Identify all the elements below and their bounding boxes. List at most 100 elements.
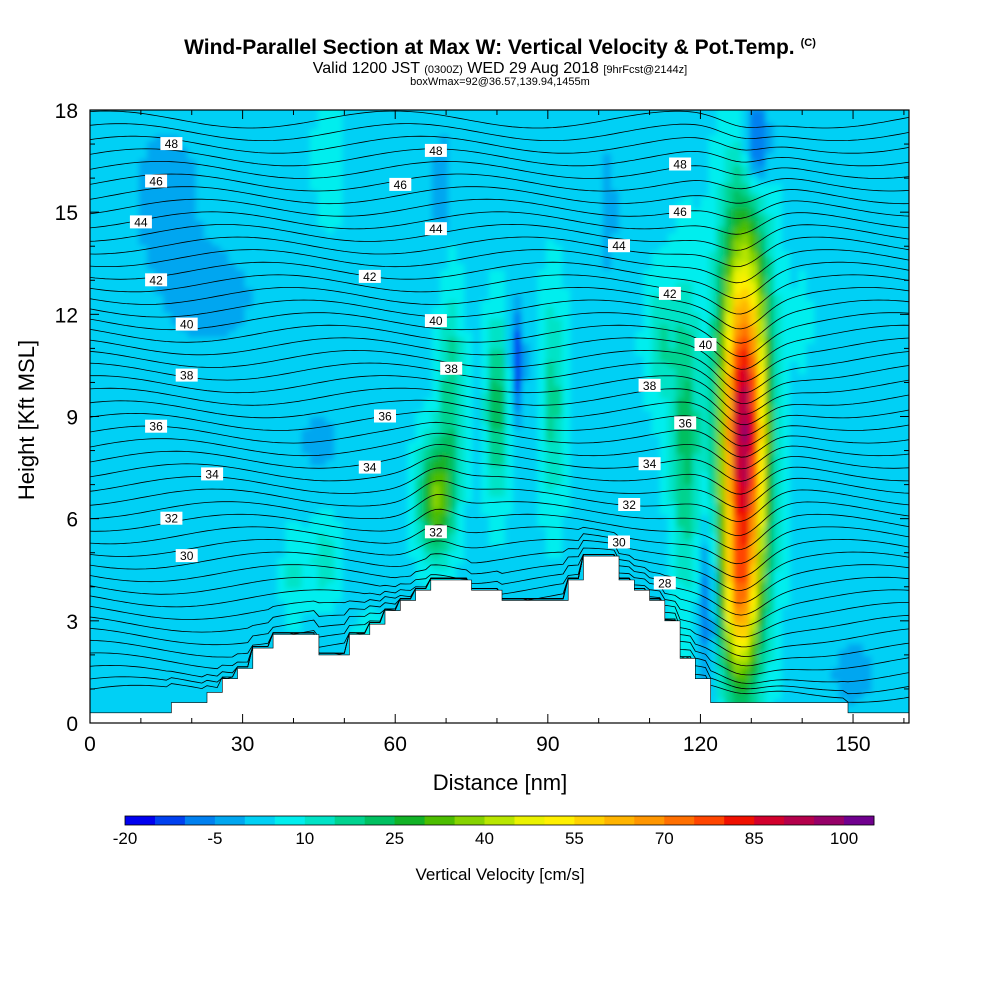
x-tick-label: 30 xyxy=(231,733,254,756)
isentrope-label-text: 34 xyxy=(643,457,657,471)
y-tick-label: 0 xyxy=(66,713,78,736)
isentrope-line xyxy=(90,455,909,495)
isentrope-label-text: 30 xyxy=(612,536,626,550)
isentrope-label: 28 xyxy=(653,576,676,590)
colorbar-swatch xyxy=(244,816,276,825)
colorbar-swatch xyxy=(664,816,695,825)
isentrope-label-text: 46 xyxy=(673,205,687,219)
isentrope-line xyxy=(90,421,909,458)
isentrope-label: 42 xyxy=(658,286,681,301)
isentrope-line xyxy=(90,110,909,129)
isentrope-line xyxy=(90,493,909,537)
isentrope-label-text: 44 xyxy=(612,239,626,253)
isentrope-label: 32 xyxy=(160,511,183,526)
colorbar-tick-label: -5 xyxy=(207,829,222,848)
y-tick-label: 12 xyxy=(55,304,78,327)
isentrope-line xyxy=(90,480,909,522)
isentrope-label-text: 28 xyxy=(658,576,672,590)
colorbar-swatch xyxy=(184,816,216,825)
isentrope-label: 44 xyxy=(424,222,447,236)
isentrope-label: 48 xyxy=(424,143,447,158)
isentrope-label: 38 xyxy=(638,378,661,393)
copyright-mark: (C) xyxy=(800,37,816,49)
isentrope-line xyxy=(90,349,909,394)
colorbar-swatch xyxy=(814,816,845,825)
isentrope-line xyxy=(90,148,909,167)
isentrope-label: 46 xyxy=(145,174,168,189)
colorbar-swatch xyxy=(844,816,875,825)
isentrope-label-text: 36 xyxy=(378,410,392,424)
y-tick-label: 6 xyxy=(66,509,78,532)
colorbar-swatch xyxy=(274,816,306,825)
isentrope-label-text: 40 xyxy=(429,314,443,328)
colorbar-swatch xyxy=(424,816,455,825)
isentrope-label: 40 xyxy=(424,314,447,328)
isentrope-label: 36 xyxy=(145,419,168,434)
colorbar-swatch xyxy=(394,816,425,825)
isentrope-label: 32 xyxy=(424,525,447,539)
isentrope-line xyxy=(90,443,909,482)
isentrope-label: 48 xyxy=(669,157,692,172)
isentrope-label-text: 46 xyxy=(149,175,163,189)
colorbar-swatch xyxy=(214,816,246,825)
isentrope-line xyxy=(90,223,909,251)
isentrope-label-text: 40 xyxy=(699,338,713,352)
isentrope-line xyxy=(90,387,909,426)
isentrope-label: 40 xyxy=(694,338,717,352)
colorbar-swatch xyxy=(484,816,515,825)
colorbar-swatch xyxy=(514,816,545,825)
isentrope-label-text: 48 xyxy=(165,137,179,151)
terrain xyxy=(90,555,909,723)
valid-time: Valid 1200 JST xyxy=(312,60,420,77)
isentrope-line xyxy=(90,299,909,344)
isentrope-label: 36 xyxy=(374,409,396,424)
isentrope-line xyxy=(90,508,909,551)
y-tick-label: 15 xyxy=(55,202,78,225)
isentrope-label-text: 42 xyxy=(363,270,377,284)
isentrope-line xyxy=(90,236,909,268)
isentrope-line xyxy=(90,432,909,470)
x-tick-label: 0 xyxy=(84,733,96,756)
forecast-info: [9hrFcst@2144z] xyxy=(603,64,688,76)
colorbar-swatch xyxy=(155,816,186,825)
isentrope-line xyxy=(90,211,909,235)
isentrope-label-text: 42 xyxy=(663,287,677,301)
isentrope-line xyxy=(90,135,909,154)
isentrope-label: 36 xyxy=(674,416,697,430)
isentrope-label-text: 34 xyxy=(363,461,377,475)
isentrope-label-text: 32 xyxy=(429,525,443,539)
isentrope-line xyxy=(90,533,909,578)
isentrope-label: 34 xyxy=(201,467,224,481)
colorbar-title: Vertical Velocity [cm/s] xyxy=(415,865,584,884)
isentrope-label: 42 xyxy=(145,273,168,287)
isentrope-line xyxy=(90,539,909,591)
isentrope-line xyxy=(90,123,909,141)
isentrope-label-text: 32 xyxy=(165,512,179,526)
colorbar-swatch xyxy=(694,816,725,825)
colorbar-tick-label: 55 xyxy=(565,829,584,848)
isentrope-line xyxy=(90,312,909,358)
colorbar-tick-label: 85 xyxy=(745,829,764,848)
x-tick-label: 120 xyxy=(683,733,718,756)
colorbar-swatch xyxy=(784,816,815,825)
isentrope-line xyxy=(90,337,909,382)
colorbar-tick-label: 70 xyxy=(655,829,674,848)
isentrope-line xyxy=(90,173,909,192)
isentrope-label: 44 xyxy=(608,239,630,253)
colorbar-swatch xyxy=(754,816,785,825)
isentrope-label-text: 38 xyxy=(643,379,657,393)
isentrope-line xyxy=(90,186,909,205)
isentrope-label-text: 46 xyxy=(394,178,408,192)
isentrope-label-text: 44 xyxy=(134,215,148,229)
isentrope-label-text: 48 xyxy=(429,144,443,158)
isentrope-line xyxy=(90,261,909,300)
isentrope-line xyxy=(90,286,909,330)
isentrope-line xyxy=(90,324,909,370)
isentrope-label-text: 40 xyxy=(180,318,194,332)
x-axis-label: Distance [nm] xyxy=(433,770,568,795)
colorbar-swatch xyxy=(544,816,575,825)
colorbar-frame xyxy=(124,815,875,826)
terrain-profile xyxy=(90,555,909,723)
plot-area: 48 48 48 46 46 46 44 44 44 42 42 42 40 40 40 38 38 38 36 36… xyxy=(90,110,909,723)
isentrope-label-text: 38 xyxy=(445,362,459,376)
